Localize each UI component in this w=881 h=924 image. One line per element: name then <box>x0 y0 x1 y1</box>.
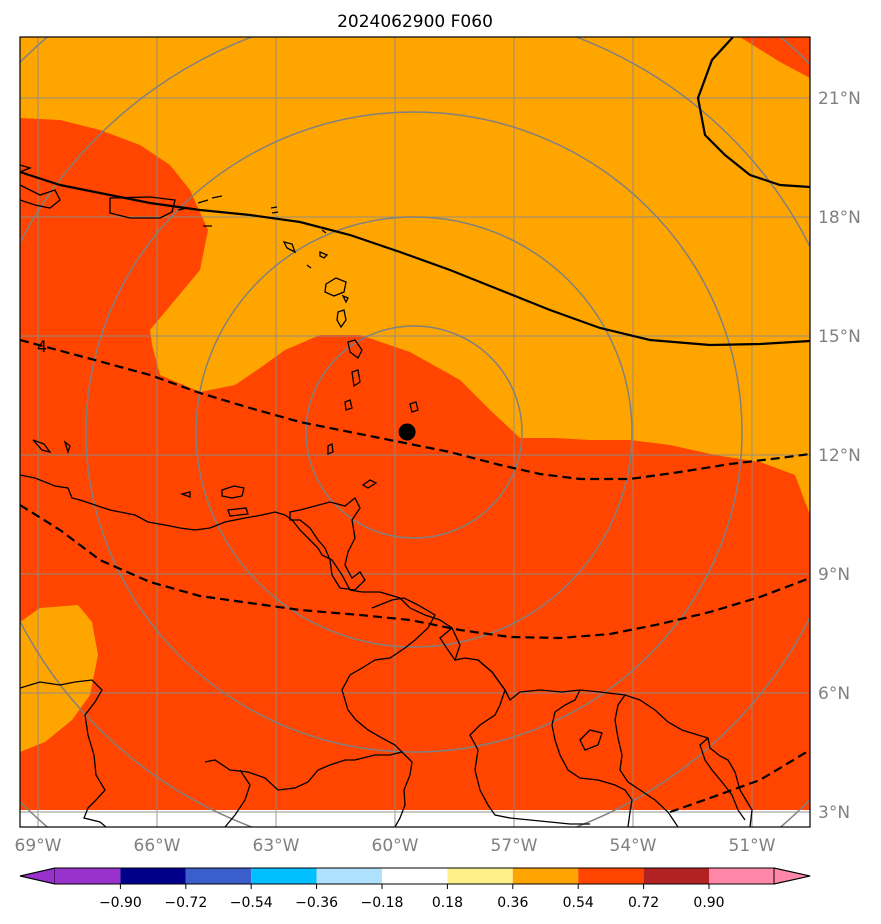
lat-tick-labels: 3°N 6°N 9°N 12°N 15°N 18°N 21°N <box>818 89 861 823</box>
center-marker <box>398 423 416 441</box>
lon-tick-label: 51°W <box>729 836 776 856</box>
coast-leeward-north <box>270 206 329 269</box>
coast-tobago-trinidad <box>289 479 378 591</box>
lat-tick-label: 18°N <box>818 208 861 228</box>
colorbar-tick-label: −0.36 <box>295 895 338 911</box>
contour-dashed-1 <box>20 338 810 481</box>
lon-tick-label: 54°W <box>610 836 657 856</box>
field-fill-orange-southwest <box>20 605 98 752</box>
colorbar-extend-high <box>773 867 811 885</box>
colorbar-tick-label: −0.54 <box>230 895 273 911</box>
coast-hispaniola <box>20 164 61 209</box>
colorbar: −0.90 −0.72 −0.54 −0.36 −0.18 0.18 0.36 … <box>19 867 811 911</box>
coast-guadeloupe <box>324 277 349 304</box>
contour-solid-northeast <box>696 37 810 189</box>
colorbar-tick-labels: −0.90 −0.72 −0.54 −0.36 −0.18 0.18 0.36 … <box>99 895 725 911</box>
coast-dominica-martinique <box>336 309 363 388</box>
colorbar-tick-label: 0.72 <box>628 895 659 911</box>
contour-dashed-3 <box>669 749 810 814</box>
colorbar-tick-label: 0.18 <box>432 895 463 911</box>
lat-tick-label: 12°N <box>818 446 861 466</box>
colorbar-ticks <box>119 884 710 889</box>
colorbar-bin <box>316 868 382 884</box>
colorbar-tick-label: −0.18 <box>361 895 404 911</box>
lon-tick-label: 66°W <box>134 836 181 856</box>
colorbar-bin <box>578 868 644 884</box>
colorbar-bin <box>643 868 709 884</box>
gridlines <box>20 37 810 827</box>
coast-st-vincent-grenadines <box>327 399 419 455</box>
coast-virgin-islands <box>177 195 223 227</box>
coast-guyana-suriname <box>439 627 753 827</box>
range-ring-1 <box>305 325 523 539</box>
contour-label: 4 <box>37 337 47 356</box>
colorbar-bin <box>185 868 252 884</box>
coast-orinoco-interior <box>20 597 436 827</box>
lat-tick-label: 6°N <box>818 684 850 704</box>
range-ring-3 <box>85 111 743 753</box>
lon-tick-label: 57°W <box>491 836 538 856</box>
colorbar-extend-low <box>19 867 56 885</box>
lat-tick-label: 15°N <box>818 327 861 347</box>
colorbar-tick-label: 0.54 <box>563 895 594 911</box>
range-ring-2 <box>195 216 633 648</box>
colorbar-bin <box>447 868 513 884</box>
lat-tick-label: 3°N <box>818 803 850 823</box>
colorbar-tick-label: −0.72 <box>164 895 207 911</box>
contour-solid-north <box>20 170 810 347</box>
solid-contours <box>20 37 810 347</box>
colorbar-bin <box>382 868 448 884</box>
colorbar-bin <box>120 868 186 884</box>
map-frame <box>19 36 811 828</box>
colorbar-outline <box>19 867 811 885</box>
lon-tick-label: 60°W <box>372 836 419 856</box>
field-fill-orange-north <box>20 37 810 515</box>
colorbar-tick-label: 0.36 <box>497 895 528 911</box>
lon-tick-labels: 69°W 66°W 63°W 60°W 57°W 54°W 51°W <box>15 836 776 856</box>
colorbar-bin <box>55 868 121 884</box>
colorbar-bin <box>709 868 774 884</box>
colorbar-bin <box>251 868 317 884</box>
chart-title: 2024062900 F060 <box>337 12 493 32</box>
lat-tick-label: 21°N <box>818 89 861 109</box>
coast-venezuela-colombia <box>20 474 511 701</box>
colorbar-tick-label: 0.90 <box>693 895 724 911</box>
contour-dashed-2 <box>20 504 810 640</box>
dashed-contours <box>20 338 810 814</box>
lon-tick-label: 69°W <box>15 836 62 856</box>
colorbar-bin <box>512 868 579 884</box>
colorbar-tick-label: −0.90 <box>99 895 142 911</box>
coast-abc-islands <box>32 439 249 517</box>
coast-puerto-rico <box>109 196 176 219</box>
lat-tick-label: 9°N <box>818 565 850 585</box>
lon-tick-label: 63°W <box>253 836 300 856</box>
coastlines <box>20 164 753 827</box>
